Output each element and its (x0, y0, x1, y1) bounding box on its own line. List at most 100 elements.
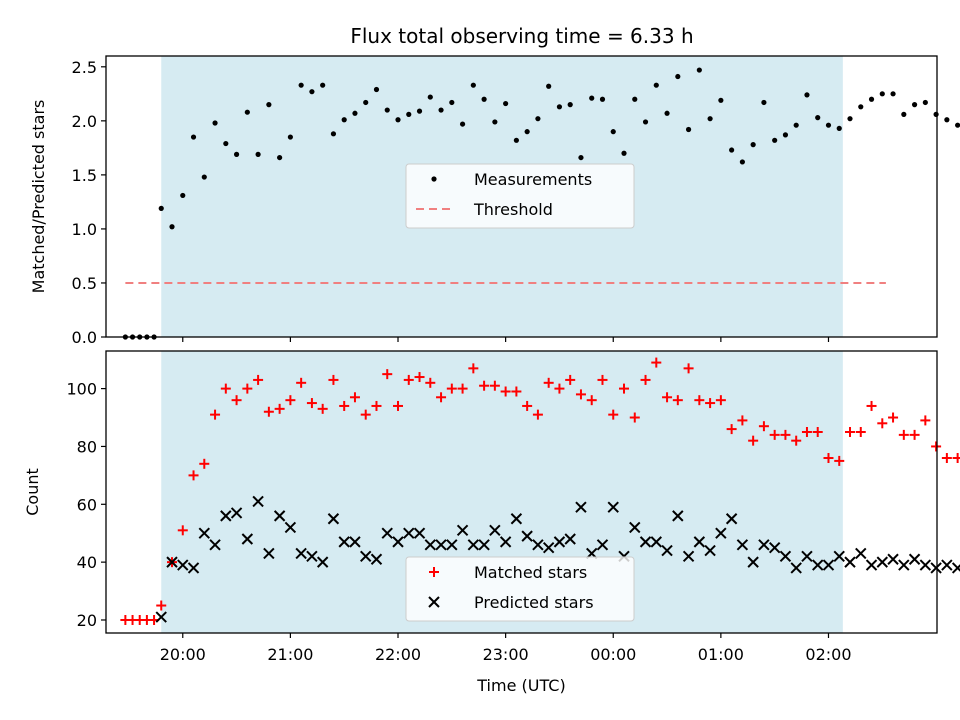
x-stroke-b (779, 550, 792, 563)
matched-star-point (575, 389, 586, 400)
measurement-point (879, 91, 885, 97)
matched-stars-points (120, 357, 960, 625)
matched-star-point (231, 395, 242, 406)
matched-star-point (888, 412, 899, 423)
matched-star-point (446, 383, 457, 394)
measurement-point (578, 154, 584, 161)
measurement-point (513, 137, 519, 143)
matched-star-point (941, 453, 952, 464)
x-stroke-b (428, 596, 440, 608)
x-stroke-b (919, 559, 932, 571)
x-tick-label: 20:00 (160, 645, 206, 664)
measurement-point (696, 67, 702, 73)
matched-star-point (554, 383, 565, 394)
predicted-star-point (790, 562, 802, 574)
matched-star-point (328, 374, 339, 385)
matched-star-point (640, 374, 651, 385)
predicted-star-point (446, 539, 458, 551)
measurement-point (729, 147, 735, 153)
x-stroke-b (941, 559, 953, 571)
predicted-stars-points (155, 495, 960, 623)
predicted-star-point (370, 553, 383, 565)
measurement-point (653, 82, 659, 88)
x-stroke-b (715, 527, 727, 539)
x-stroke-b (166, 556, 178, 568)
predicted-star-point (360, 550, 372, 563)
x-stroke-b (812, 559, 824, 571)
x-stroke-b (747, 556, 759, 568)
measurement-points (122, 67, 960, 340)
y-tick-label: 2.5 (72, 58, 97, 77)
predicted-star-point (521, 530, 533, 542)
x-stroke-b (499, 536, 512, 548)
y-tick-label: 80 (77, 437, 97, 456)
x-stroke-b (661, 544, 673, 557)
x-stroke-b (672, 510, 684, 522)
matched-star-point (737, 415, 748, 426)
predicted-star-point (629, 521, 641, 534)
measurement-point (621, 150, 627, 156)
measurement-point (384, 107, 390, 113)
matched-star-point (532, 409, 543, 420)
matched-star-point (339, 400, 350, 411)
x-stroke-b (908, 553, 921, 565)
measurement-point (632, 96, 638, 102)
y-tick-label: 100 (66, 380, 97, 399)
predicted-star-point (542, 541, 555, 554)
predicted-star-point (768, 541, 781, 554)
x-stroke-b (413, 527, 426, 539)
measurement-point (556, 104, 563, 110)
predicted-star-point (478, 539, 490, 551)
x-stroke-b (768, 541, 781, 554)
predicted-star-point (273, 510, 286, 522)
matched-star-point (285, 395, 296, 406)
x-stroke-b (252, 495, 264, 508)
matched-star-point (188, 470, 199, 481)
matched-star-point (877, 418, 888, 429)
measurement-point (858, 104, 864, 110)
predicted-star-point (908, 553, 921, 565)
y-tick-label: 0.0 (72, 328, 97, 347)
x-stroke-b (381, 527, 393, 539)
legend-label-measurements: Measurements (474, 170, 592, 189)
measurement-point (373, 86, 380, 93)
measurement-point (427, 94, 433, 100)
predicted-star-point (532, 539, 544, 551)
measurement-point (406, 111, 412, 117)
matched-star-point (393, 400, 404, 411)
measurement-point (223, 140, 229, 147)
x-stroke-b (844, 556, 856, 568)
x-stroke-b (424, 539, 436, 551)
top-axes-frame (105, 55, 938, 338)
measurement-point (320, 82, 326, 88)
bottom-legend-box (405, 556, 635, 622)
measurement-point (911, 102, 918, 108)
predicted-star-point (693, 536, 706, 548)
predicted-star-point (155, 611, 167, 623)
x-stroke-b (467, 539, 480, 551)
predicted-star-point (187, 562, 200, 574)
measurement-point (363, 99, 369, 106)
predicted-star-point (263, 547, 275, 560)
predicted-star-point (306, 550, 318, 563)
measurement-point (266, 102, 272, 108)
predicted-star-point (198, 527, 210, 539)
measurement-point (739, 159, 745, 165)
predicted-star-point (822, 559, 835, 571)
predicted-star-point (456, 524, 469, 537)
x-stroke-b (736, 539, 749, 551)
predicted-star-point (736, 539, 749, 551)
predicted-star-point (758, 539, 770, 551)
measurement-point (244, 109, 250, 115)
matched-star-point (371, 400, 382, 411)
measurement-point (933, 111, 939, 117)
top-panel: 0.0 0.5 1.0 1.5 2.0 2.5 Matched/Predicted sta… (29, 55, 960, 347)
predicted-star-point (564, 533, 576, 545)
predicted-star-point (392, 536, 404, 548)
predicted-star-point (241, 533, 254, 545)
x-stroke-b (898, 559, 910, 571)
x-stroke-b (489, 524, 501, 537)
matched-star-point (274, 403, 285, 414)
matched-star-point (425, 377, 436, 388)
matched-star-point (855, 426, 866, 437)
